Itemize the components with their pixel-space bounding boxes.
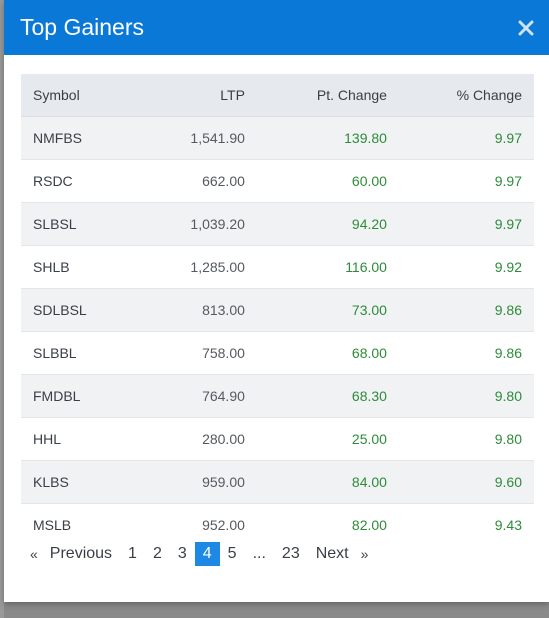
cell-pct-change: 9.97 [398,116,534,160]
gainers-table-wrap: Symbol LTP Pt. Change % Change NMFBS 1,5… [21,74,534,546]
cell-pct-change: 9.80 [398,417,534,461]
cell-ltp: 952.00 [138,503,257,546]
cell-symbol: FMDBL [21,374,139,418]
cell-pt-change: 94.20 [256,202,399,246]
close-icon [518,20,534,35]
close-button[interactable] [515,17,537,39]
table-row[interactable]: HHL 280.00 25.00 9.80 [21,417,534,461]
cell-pct-change: 9.43 [398,503,534,546]
table-row[interactable]: NMFBS 1,541.90 139.80 9.97 [21,116,534,160]
page-backdrop [0,0,4,618]
header-pt-change[interactable]: Pt. Change [256,74,399,117]
pagination-ellipsis: ... [252,545,266,562]
table-row[interactable]: FMDBL 764.90 68.30 9.80 [21,374,534,418]
table-row[interactable]: SDLBSL 813.00 73.00 9.86 [21,288,534,332]
cell-pct-change: 9.97 [398,202,534,246]
cell-pct-change: 9.60 [398,460,534,504]
cell-ltp: 1,039.20 [138,202,257,246]
cell-pt-change: 116.00 [256,245,399,289]
pagination: « Previous 1 2 3 4 5 ... 23 Next » [26,542,372,566]
table-row[interactable]: MSLB 952.00 82.00 9.43 [21,503,534,546]
cell-pt-change: 68.30 [256,374,399,418]
cell-ltp: 1,541.90 [138,116,257,160]
cell-pt-change: 68.00 [256,331,399,375]
cell-pt-change: 25.00 [256,417,399,461]
previous-page-link[interactable]: Previous [49,545,113,562]
page-link-5[interactable]: 5 [227,545,237,562]
header-symbol[interactable]: Symbol [21,74,139,117]
cell-pt-change: 73.00 [256,288,399,332]
page-link-3[interactable]: 3 [177,545,187,562]
table-row[interactable]: SHLB 1,285.00 116.00 9.92 [21,245,534,289]
cell-pct-change: 9.86 [398,331,534,375]
cell-ltp: 758.00 [138,331,257,375]
header-pct-change[interactable]: % Change [398,74,534,117]
cell-symbol: KLBS [21,460,139,504]
top-gainers-modal: Top Gainers Symbol LTP Pt. Change % Chan… [4,0,549,602]
cell-pt-change: 60.00 [256,159,399,203]
cell-symbol: HHL [21,417,139,461]
cell-symbol: MSLB [21,503,139,546]
cell-ltp: 662.00 [138,159,257,203]
cell-pct-change: 9.97 [398,159,534,203]
first-page-arrow-icon[interactable]: « [30,546,38,562]
cell-symbol: RSDC [21,159,139,203]
table-row[interactable]: KLBS 959.00 84.00 9.60 [21,460,534,504]
modal-header: Top Gainers [4,0,549,55]
modal-title: Top Gainers [20,14,145,40]
cell-pt-change: 82.00 [256,503,399,546]
header-ltp[interactable]: LTP [138,74,257,117]
cell-pct-change: 9.92 [398,245,534,289]
cell-symbol: SHLB [21,245,139,289]
cell-pt-change: 139.80 [256,116,399,160]
table-header-row: Symbol LTP Pt. Change % Change [21,74,534,117]
cell-pt-change: 84.00 [256,460,399,504]
next-page-link[interactable]: Next [315,545,349,562]
page-link-2[interactable]: 2 [152,545,162,562]
cell-pct-change: 9.80 [398,374,534,418]
page-link-4-active[interactable]: 4 [194,542,220,566]
last-page-arrow-icon[interactable]: » [360,546,369,562]
cell-ltp: 764.90 [138,374,257,418]
page-link-23[interactable]: 23 [281,545,300,562]
cell-ltp: 959.00 [138,460,257,504]
cell-pct-change: 9.86 [398,288,534,332]
table-row[interactable]: SLBSL 1,039.20 94.20 9.97 [21,202,534,246]
cell-symbol: SDLBSL [21,288,139,332]
gainers-table: Symbol LTP Pt. Change % Change NMFBS 1,5… [21,74,534,546]
cell-symbol: SLBSL [21,202,139,246]
cell-ltp: 280.00 [138,417,257,461]
table-row[interactable]: RSDC 662.00 60.00 9.97 [21,159,534,203]
cell-symbol: SLBBL [21,331,139,375]
page-link-1[interactable]: 1 [128,545,137,562]
cell-ltp: 813.00 [138,288,257,332]
cell-symbol: NMFBS [21,116,139,160]
table-row[interactable]: SLBBL 758.00 68.00 9.86 [21,331,534,375]
cell-ltp: 1,285.00 [138,245,257,289]
